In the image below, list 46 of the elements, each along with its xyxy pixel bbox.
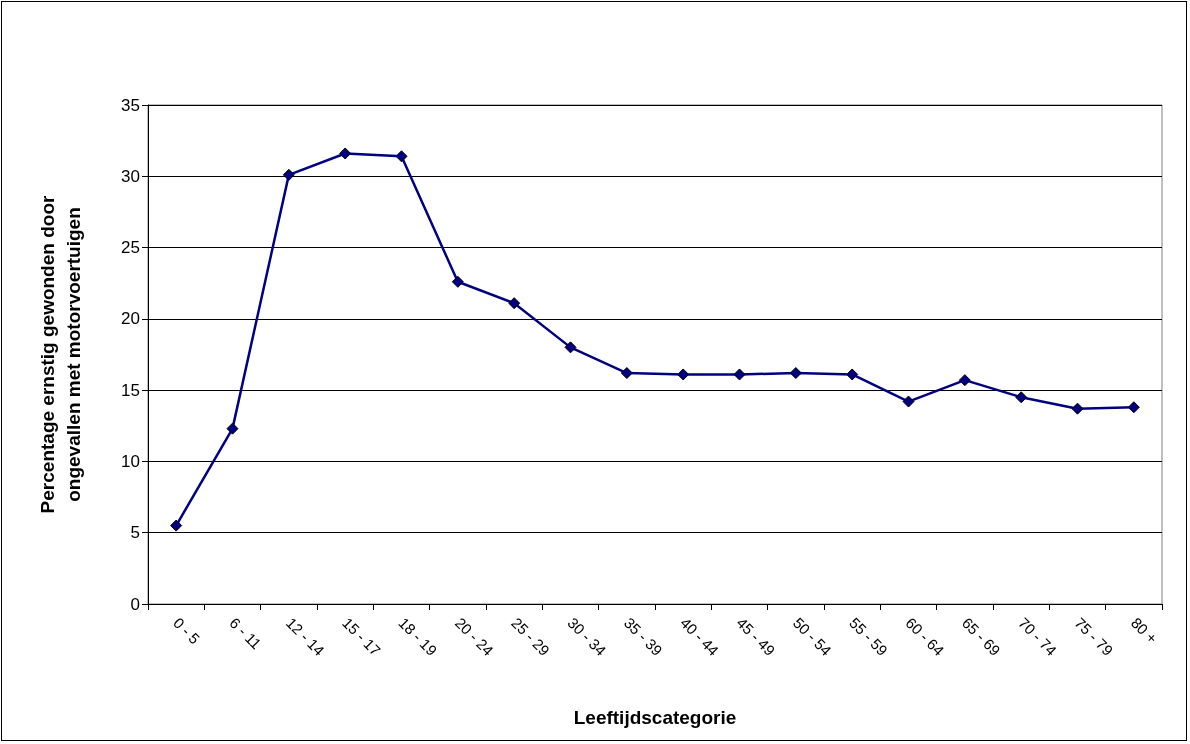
y-tick-label: 10 [121,451,140,471]
y-axis-title: Percentage ernstig gewonden door ongevallen met motorvoertuigen [36,195,84,514]
point [846,368,859,381]
point [564,341,577,354]
y-tick-label: 30 [121,166,140,186]
point [789,367,802,380]
x-tick-label: 6 - 11 [226,613,265,653]
x-tick-label: 65 - 69 [958,613,1004,659]
x-axis-title: Leeftijdscategorie [573,707,737,728]
x-tick-label: 12 - 14 [282,613,328,659]
y-tick-label: 25 [121,238,140,258]
x-tick-label: 25 - 29 [508,613,554,659]
point [170,519,183,532]
y-tick-label: 5 [130,523,140,543]
point [958,374,971,387]
y-tick-label: 35 [121,95,140,115]
point [1127,401,1140,414]
x-tick-label: 0 - 5 [170,613,204,648]
x-tick-label: 18 - 19 [395,613,441,659]
x-tick-label: 40 - 44 [677,613,723,659]
x-tick-label: 50 - 54 [789,613,835,659]
point [451,275,464,288]
point [508,297,521,310]
point [733,368,746,381]
point [282,168,295,181]
point [1015,391,1028,404]
point [620,367,633,380]
x-tick-label: 35 - 39 [620,613,666,659]
x-tick-label: 45 - 49 [733,613,779,659]
y-tick-label: 15 [121,380,140,400]
x-tick-label: 75 - 79 [1071,613,1117,659]
point [226,422,239,435]
point [677,368,690,381]
x-tick-label: 60 - 64 [902,613,948,659]
y-tick-label: 20 [121,309,140,329]
x-tick-label: 15 - 17 [339,613,385,659]
point [395,150,408,163]
point [1071,402,1084,415]
x-tick-label: 20 - 24 [451,613,497,659]
x-tick-label: 80 + [1127,613,1161,648]
x-tick-label: 55 - 59 [846,613,892,659]
y-tick-label: 0 [130,594,140,614]
point [902,395,915,408]
point [339,147,352,160]
x-tick-label: 70 - 74 [1015,613,1061,659]
x-tick-label: 30 - 34 [564,613,610,659]
